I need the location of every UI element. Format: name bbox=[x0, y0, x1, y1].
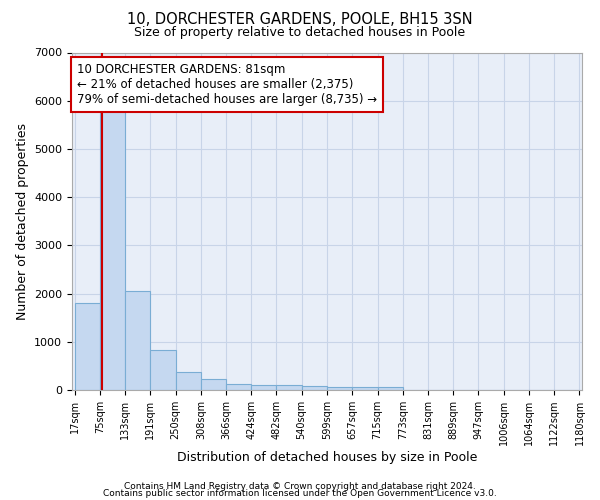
Bar bbox=[125, 291, 150, 390]
Bar bbox=[277, 385, 302, 390]
Text: Contains HM Land Registry data © Crown copyright and database right 2024.: Contains HM Land Registry data © Crown c… bbox=[124, 482, 476, 491]
Bar bbox=[201, 379, 226, 390]
Text: Contains public sector information licensed under the Open Government Licence v3: Contains public sector information licen… bbox=[103, 490, 497, 498]
Bar bbox=[74, 303, 100, 390]
Text: Size of property relative to detached houses in Poole: Size of property relative to detached ho… bbox=[134, 26, 466, 39]
Bar bbox=[176, 372, 201, 390]
Bar bbox=[150, 350, 176, 390]
Text: 10, DORCHESTER GARDENS, POOLE, BH15 3SN: 10, DORCHESTER GARDENS, POOLE, BH15 3SN bbox=[127, 12, 473, 28]
Bar bbox=[352, 386, 377, 390]
Bar bbox=[226, 384, 251, 390]
X-axis label: Distribution of detached houses by size in Poole: Distribution of detached houses by size … bbox=[177, 451, 477, 464]
Bar bbox=[251, 384, 277, 390]
Bar bbox=[100, 110, 125, 390]
Bar bbox=[327, 386, 352, 390]
Y-axis label: Number of detached properties: Number of detached properties bbox=[16, 122, 29, 320]
Bar bbox=[302, 386, 327, 390]
Bar bbox=[377, 386, 403, 390]
Text: 10 DORCHESTER GARDENS: 81sqm
← 21% of detached houses are smaller (2,375)
79% of: 10 DORCHESTER GARDENS: 81sqm ← 21% of de… bbox=[77, 62, 377, 106]
